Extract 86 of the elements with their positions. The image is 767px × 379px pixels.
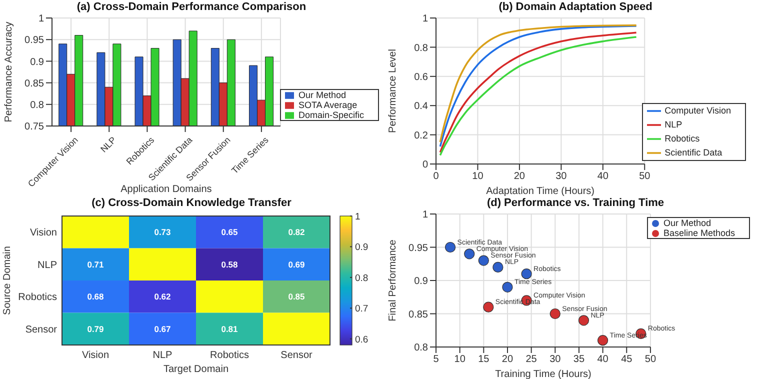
x-axis-title: Adaptation Time (Hours) — [486, 186, 595, 197]
y-tick-label: 0.9 — [414, 276, 428, 288]
x-tick-label: 30 — [550, 354, 562, 366]
point — [464, 248, 475, 260]
y-tick-label: Robotics — [18, 292, 57, 304]
point — [597, 335, 608, 346]
point — [478, 255, 489, 266]
color-bar-label: 0.9 — [355, 242, 368, 254]
y-tick-label: 0.85 — [24, 78, 44, 90]
y-tick-label: 0.75 — [24, 122, 44, 133]
x-tick-label: 0 — [433, 171, 440, 182]
x-axis-title: Application Domains — [120, 184, 212, 195]
x-tick-label: 10 — [454, 354, 466, 366]
y-tick-label: 1 — [38, 14, 44, 25]
point — [483, 302, 494, 312]
x-tick-label: 20 — [514, 171, 526, 182]
chart-title: (d) Performance vs. Training Time — [486, 196, 666, 210]
legend-label: Computer Vision — [664, 105, 731, 116]
x-tick-label: 35 — [573, 354, 585, 366]
y-tick-label: 0.6 — [414, 72, 428, 83]
point — [550, 308, 560, 320]
legend-label: NLP — [664, 119, 682, 130]
data-label: 0.85 — [288, 292, 306, 302]
x-tick-label: 15 — [478, 354, 490, 366]
legend-label: Domain-Specific — [298, 110, 364, 120]
y-tick-label: Vision — [30, 228, 57, 239]
x-tick-label: 40 — [597, 354, 609, 366]
y-axis-title: Performance Level — [388, 49, 399, 133]
x-tick-label: 20 — [502, 354, 514, 366]
data-label: 0.81 — [221, 324, 238, 334]
y-tick-label: 0.95 — [408, 242, 428, 254]
chart-title: (b) Domain Adaptation Speed — [498, 0, 654, 14]
y-tick-label: 0.4 — [414, 101, 428, 112]
point — [444, 242, 456, 253]
data-label: 0.65 — [221, 227, 238, 238]
x-tick-label: Robotics — [210, 350, 249, 361]
chart-title: (c) Cross-Domain Knowledge Transfer — [90, 196, 292, 210]
legend-label: SOTA Average — [298, 100, 358, 110]
point — [502, 282, 513, 292]
y-tick-label: 0.8 — [414, 42, 428, 54]
x-tick-label: Sensor — [280, 350, 314, 361]
data-label: 0.73 — [154, 227, 172, 238]
x-tick-label: 50 — [644, 354, 656, 366]
point — [492, 262, 504, 272]
chart-title: (a) Cross-Domain Performance Comparison — [76, 0, 308, 14]
legend-label: Baseline Methods — [663, 228, 735, 238]
y-tick-label: 0.8 — [414, 342, 428, 354]
color-bar-label: 1 — [355, 212, 360, 222]
y-tick-label: 0.8 — [30, 100, 44, 111]
x-tick-label: NLP — [152, 350, 173, 361]
point — [521, 268, 532, 280]
x-axis-title: Target Domain — [163, 364, 229, 375]
color-bar-label: 0.6 — [355, 334, 368, 346]
y-axis-title: Source Domain — [2, 246, 13, 315]
y-tick-label: 1 — [422, 14, 428, 25]
y-tick-label: NLP — [38, 260, 58, 271]
data-label: 0.69 — [288, 259, 306, 270]
x-tick-label: 10 — [472, 171, 484, 182]
data-label: 0.71 — [87, 259, 104, 270]
x-tick-label: 50 — [639, 171, 651, 182]
x-tick-label: 40 — [597, 171, 609, 182]
y-tick-label: 0.9 — [30, 56, 44, 68]
x-axis-title: Training Time (Hours) — [495, 369, 592, 379]
data-label: 0.79 — [87, 324, 104, 334]
y-tick-label: Sensor — [25, 324, 58, 336]
y-tick-label: 0.85 — [408, 309, 428, 320]
data-label: 0.58 — [221, 259, 238, 270]
x-tick-label: 25 — [526, 354, 538, 366]
y-tick-label: 0.2 — [414, 130, 428, 142]
legend-label: Our Method — [663, 218, 711, 228]
y-axis-title: Final Performance — [388, 239, 399, 322]
y-tick-label: 1 — [422, 210, 428, 221]
data-label: 0.67 — [154, 324, 172, 334]
x-tick-label: 30 — [556, 171, 568, 182]
x-tick-label: 5 — [433, 354, 440, 366]
data-label: 0.82 — [288, 227, 306, 238]
legend-label: Our Method — [298, 90, 346, 100]
data-label: 0.68 — [87, 292, 104, 302]
x-tick-label: Vision — [82, 350, 110, 361]
point — [578, 315, 590, 326]
y-tick-label: 0.95 — [24, 35, 44, 46]
data-label: 0.62 — [154, 292, 172, 302]
x-tick-label: 45 — [621, 354, 633, 366]
y-axis-title: Performance Accuracy — [4, 22, 15, 122]
color-bar-label: 0.7 — [355, 304, 368, 315]
color-bar-label: 0.8 — [355, 272, 368, 284]
